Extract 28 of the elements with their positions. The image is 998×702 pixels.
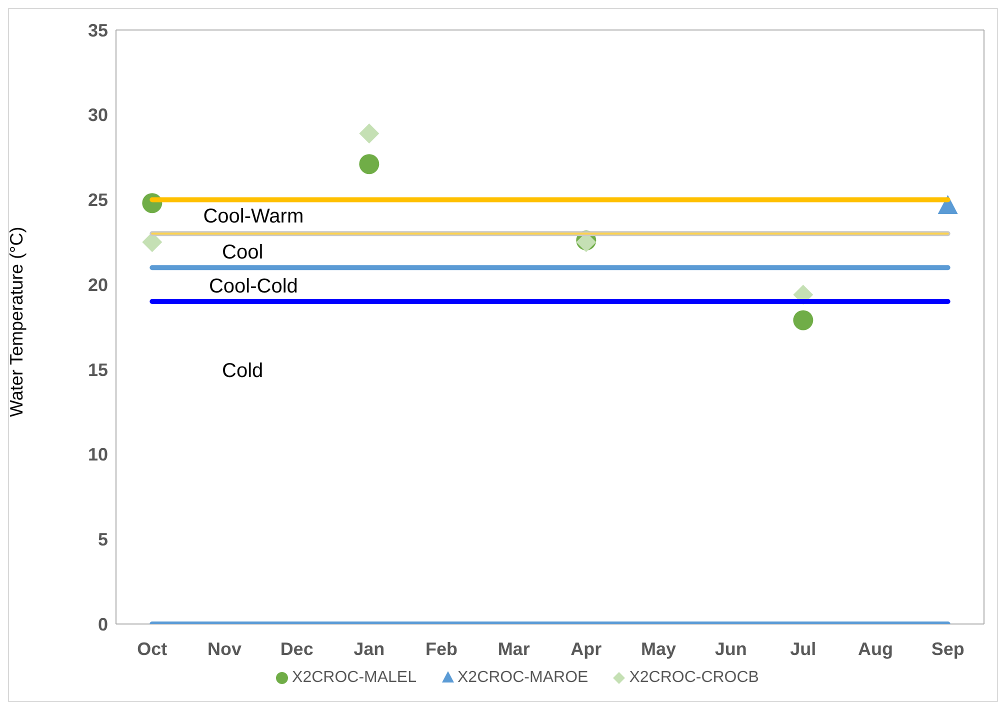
y-tick-label: 35 xyxy=(88,20,108,40)
x-tick-label: Jun xyxy=(714,638,747,659)
x-tick-label: Mar xyxy=(498,638,530,659)
x-tick-label: Sep xyxy=(931,638,964,659)
x-tick-label: Dec xyxy=(280,638,314,659)
annotation: Cool-Warm xyxy=(203,206,304,228)
x-tick-label: Oct xyxy=(137,638,168,659)
y-tick-label: 5 xyxy=(98,530,108,550)
y-tick-label: 15 xyxy=(88,360,108,380)
x-tick-label: Jan xyxy=(354,638,385,659)
legend-label: X2CROC-MAROE xyxy=(456,669,588,687)
y-tick-label: 25 xyxy=(88,190,108,210)
y-tick-label: 30 xyxy=(88,105,108,126)
x-tick-label: May xyxy=(640,638,676,659)
y-tick-label: 10 xyxy=(88,444,108,465)
y-axis-title: Water Temperature (°C) xyxy=(6,226,26,417)
annotation: Cold xyxy=(222,360,264,382)
x-tick-label: Jul xyxy=(790,638,816,659)
annotation: Cool xyxy=(222,241,264,264)
legend-label: X2CROC-CROCB xyxy=(628,669,759,687)
x-tick-label: Feb xyxy=(425,638,458,659)
legend-label: X2CROC-MALEL xyxy=(291,669,416,687)
annotation: Cool-Cold xyxy=(208,275,298,298)
x-tick-label: Nov xyxy=(207,638,242,659)
x-tick-label: Aug xyxy=(858,638,893,659)
y-tick-label: 20 xyxy=(88,274,108,295)
x-tick-label: Apr xyxy=(570,638,602,659)
y-tick-label: 0 xyxy=(98,614,108,634)
